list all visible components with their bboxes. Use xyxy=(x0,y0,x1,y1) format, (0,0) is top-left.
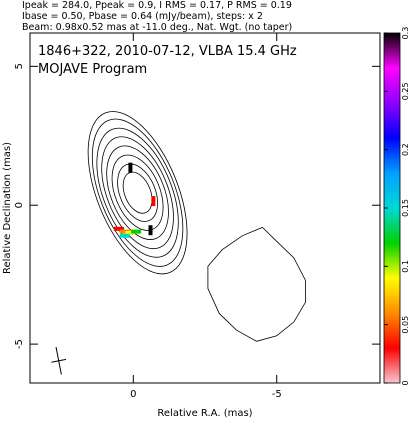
y-axis-ticks: 5 0 -5 xyxy=(14,63,380,349)
jet-contour xyxy=(207,226,306,342)
colorbar: 0 0.05 0.1 0.15 0.2 0.25 0.3 xyxy=(383,27,409,386)
core-contour-6 xyxy=(96,127,179,258)
plot-title: 1846+322, 2010-07-12, VLBA 15.4 GHz xyxy=(38,44,297,59)
y-axis-label: Relative Declination (mas) xyxy=(2,142,13,274)
colorbar-tick-label: 0 xyxy=(401,380,409,385)
x-tick-label: 0 xyxy=(130,389,136,400)
y-tick-label: 5 xyxy=(14,63,25,69)
x-axis-ticks: 0 -5 xyxy=(130,33,282,400)
plot-frame xyxy=(29,32,381,384)
core-contour-2 xyxy=(117,163,158,222)
core-contour-4 xyxy=(106,145,169,240)
core-contour-8 xyxy=(87,111,188,275)
core-contour-5 xyxy=(101,136,174,250)
colorbar-tick-label: 0.25 xyxy=(401,82,409,100)
polarization-vectors xyxy=(113,162,156,238)
colorbar-tick-label: 0.3 xyxy=(401,27,409,40)
colorbar-tick-label: 0.1 xyxy=(401,260,409,273)
beam-ellipse xyxy=(51,346,67,375)
colorbar-tick-label: 0.05 xyxy=(401,316,409,334)
beam-minor-axis xyxy=(51,358,67,363)
contour-lines xyxy=(87,111,306,342)
header-line-2: Ibase = 0.50, Pbase = 0.64 (mJy/beam), s… xyxy=(22,11,263,22)
header-line-1: Ipeak = 284.0, Ppeak = 0.9, I RMS = 0.17… xyxy=(22,0,292,11)
x-tick-label: -5 xyxy=(272,389,282,400)
colorbar-tick-label: 0.15 xyxy=(401,199,409,217)
y-tick-label: -5 xyxy=(14,339,25,349)
core-contour-7 xyxy=(91,118,184,267)
core-contour-1 xyxy=(122,171,153,214)
core-contour-3 xyxy=(111,154,164,231)
program-label: MOJAVE Program xyxy=(38,62,147,77)
header-line-3: Beam: 0.98x0.52 mas at -11.0 deg., Nat. … xyxy=(22,22,293,33)
colorbar-tick-label: 0.2 xyxy=(401,143,409,156)
x-axis-label: Relative R.A. (mas) xyxy=(157,408,252,419)
y-tick-label: 0 xyxy=(14,202,25,208)
